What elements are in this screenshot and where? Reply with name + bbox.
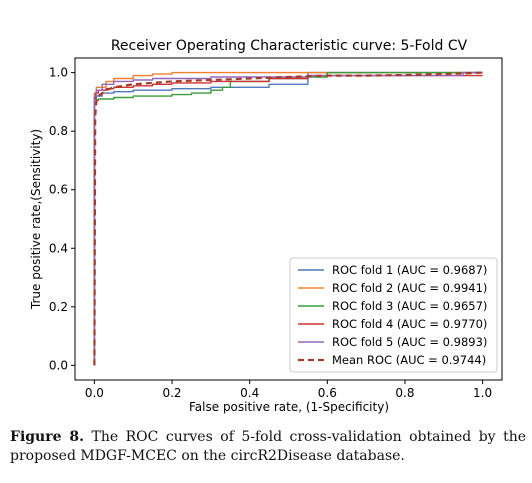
y-axis-ticks: 0.0 0.2 0.4 0.6 0.8 1.0 xyxy=(49,66,75,372)
legend-label: Mean ROC (AUC = 0.9744) xyxy=(332,353,486,367)
y-tick-label: 0.2 xyxy=(49,300,68,314)
legend-label: ROC fold 5 (AUC = 0.9893) xyxy=(332,335,487,349)
roc-curves xyxy=(93,71,483,366)
roc-curve-mean xyxy=(93,71,483,366)
y-tick-label: 0.6 xyxy=(49,183,68,197)
legend-label: ROC fold 1 (AUC = 0.9687) xyxy=(332,263,487,277)
chart-title: Receiver Operating Characteristic curve:… xyxy=(111,38,468,54)
x-tick-label: 0.6 xyxy=(318,386,337,400)
roc-curve-fold-4 xyxy=(93,74,483,366)
x-tick-label: 0.0 xyxy=(85,386,104,400)
caption-label: Figure 8. xyxy=(10,429,85,445)
x-tick-label: 0.4 xyxy=(240,386,259,400)
x-tick-label: 1.0 xyxy=(473,386,492,400)
x-axis-ticks: 0.0 0.2 0.4 0.6 0.8 1.0 xyxy=(85,380,492,400)
y-tick-label: 0.4 xyxy=(49,241,68,255)
y-tick-label: 1.0 xyxy=(49,66,68,80)
legend-label: ROC fold 2 (AUC = 0.9941) xyxy=(332,281,487,295)
plot-frame xyxy=(74,57,503,381)
x-tick-label: 0.8 xyxy=(395,386,414,400)
figure-caption: Figure 8. The ROC curves of 5-fold cross… xyxy=(10,428,526,466)
y-tick-label: 0.0 xyxy=(49,358,68,372)
x-axis-label: False positive rate, (1-Specificity) xyxy=(189,400,389,414)
legend: ROC fold 1 (AUC = 0.9687) ROC fold 2 (AUC… xyxy=(289,257,498,373)
x-tick-label: 0.2 xyxy=(162,386,181,400)
legend-label: ROC fold 3 (AUC = 0.9657) xyxy=(332,299,487,313)
caption-text: The ROC curves of 5-fold cross-validatio… xyxy=(10,429,526,464)
legend-label: ROC fold 4 (AUC = 0.9770) xyxy=(332,317,487,331)
y-tick-label: 0.8 xyxy=(49,124,68,138)
y-axis-label: True positive rate,(Sensitivity) xyxy=(29,129,43,310)
roc-chart: Receiver Operating Characteristic curve:… xyxy=(29,38,503,414)
legend-box xyxy=(289,257,498,373)
